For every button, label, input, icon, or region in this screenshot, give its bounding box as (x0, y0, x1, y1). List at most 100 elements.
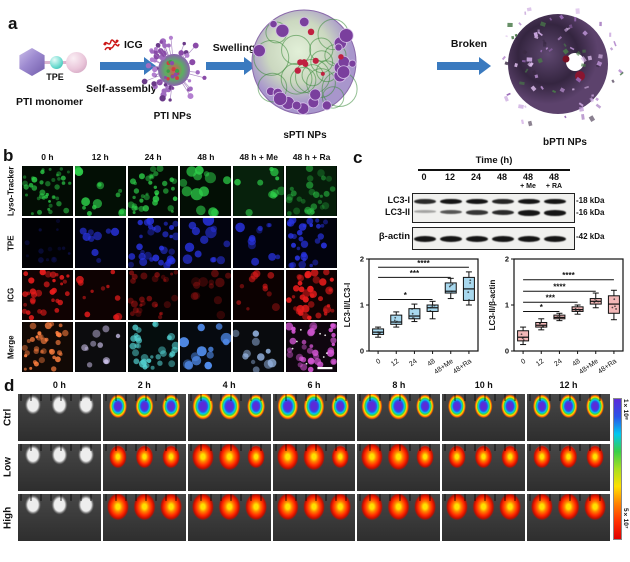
micrograph-image (75, 218, 126, 268)
icg-label: ICG (124, 39, 143, 51)
svg-text:0: 0 (360, 347, 364, 356)
panel-b-col-header-3: 48 h (197, 152, 215, 162)
lc3-ii-kda-label: -16 kDa (576, 208, 605, 217)
blot-lane-label-2: 24 (470, 172, 481, 182)
lc3-i-band-4 (518, 198, 540, 204)
micrograph-image (180, 218, 231, 268)
svg-text:0: 0 (375, 358, 382, 366)
micrograph-image (233, 322, 284, 372)
micrograph-merge-5 (286, 322, 337, 372)
micrograph-image (128, 322, 179, 372)
blot-title: Time (h) (475, 155, 513, 166)
panel-d-row-label-1: Low (2, 457, 14, 478)
lc3-i-band-1 (440, 198, 462, 204)
panel-d-row-label-0: Ctrl (2, 408, 14, 427)
micrograph-merge-4 (233, 322, 285, 372)
mouse-image-high-2 (187, 494, 271, 541)
cage-bars (359, 394, 439, 401)
micrograph-image (233, 270, 284, 320)
mouse-image-low-1 (102, 444, 186, 491)
lc3-blot-box (412, 193, 575, 223)
actin-band-3 (492, 235, 514, 242)
micrograph-lysotracker-4 (233, 166, 285, 216)
cage-bars (274, 394, 354, 401)
lc3-ii-band-0 (414, 210, 436, 213)
micrograph-image (286, 218, 337, 268)
panel-b-col-header-4: 48 h + Me (239, 152, 278, 162)
micrograph-tpe-3 (180, 218, 232, 268)
micrograph-icg-0 (22, 270, 73, 320)
cage-bars (274, 444, 354, 451)
cage-bars (104, 494, 184, 501)
micrograph-image (127, 218, 179, 268)
bpti-nps-graphic (501, 7, 624, 127)
cage-bars (359, 444, 439, 451)
cage-bars (529, 444, 608, 451)
cage-bars (189, 494, 269, 501)
micrograph-tpe-1 (74, 218, 126, 268)
panel-d-row-labels: Ctrl Low High (0, 394, 16, 541)
micrograph-image (75, 322, 126, 372)
blot-lane-label-4: 48 (522, 172, 533, 182)
lc3-ii-band-label: LC3-II (384, 207, 410, 217)
micrograph-lysotracker-2 (127, 166, 179, 216)
lc3-i-band-label: LC3-I (387, 195, 411, 205)
svg-text:1: 1 (360, 301, 364, 310)
tpe-label: TPE (46, 72, 64, 82)
mouse-image-ctrl-2 (187, 394, 271, 441)
svg-text:LC3-II/LC3-I: LC3-II/LC3-I (343, 283, 352, 327)
micrograph-image (22, 322, 73, 372)
panel-b-col-header-1: 12 h (91, 152, 109, 162)
micrograph-tpe-4 (233, 218, 285, 268)
svg-text:12: 12 (390, 358, 400, 368)
mouse-image-high-0 (18, 494, 101, 541)
svg-text:****: **** (553, 283, 566, 292)
mouse-image-low-2 (187, 444, 271, 491)
radiance-colorbar (613, 398, 622, 540)
svg-text:48+Ra: 48+Ra (597, 358, 618, 376)
actin-band-1 (440, 235, 462, 242)
micrograph-image (286, 270, 337, 320)
panel-d-col-header-0: 0 h (52, 380, 66, 390)
svg-text:48: 48 (426, 358, 436, 368)
panel-b-row-labels: Lyso-Tracker TPE ICG Merge (2, 166, 20, 372)
micrograph-merge-1 (74, 322, 126, 372)
panel-b-image-grid (22, 166, 337, 372)
mouse-image-ctrl-1 (102, 394, 186, 441)
pti-monomer-label: PTI monomer (16, 96, 84, 108)
mouse-image-ctrl-3 (272, 394, 356, 441)
svg-text:48: 48 (571, 358, 581, 368)
micrograph-image (233, 166, 285, 216)
lc3-ii-band-4 (518, 210, 540, 216)
micrograph-image (75, 270, 126, 320)
actin-band-4 (518, 235, 540, 242)
actin-band-0 (414, 235, 436, 242)
swelling-arrow (206, 57, 256, 75)
actin-band-2 (466, 235, 488, 242)
micrograph-image (127, 270, 178, 320)
micrograph-tpe-5 (286, 218, 337, 268)
svg-text:0: 0 (505, 347, 509, 356)
cage-bars (529, 394, 608, 401)
cage-bars (20, 394, 99, 401)
lc3-ii-band-1 (440, 210, 462, 214)
panel-b-col-header-0: 0 h (41, 152, 54, 162)
panel-a-label: a (8, 14, 18, 33)
blot-lane-sublabel-4: + Me (520, 183, 536, 190)
panel-d-row-label-2: High (2, 506, 14, 529)
blot-lane-label-1: 12 (444, 172, 455, 182)
cage-bars (274, 494, 354, 501)
tpe-sphere-shape (50, 56, 63, 69)
svg-text:48+Ra: 48+Ra (452, 358, 473, 376)
lc3-i-band-0 (414, 198, 436, 204)
micrograph-image (180, 322, 232, 372)
blot-lane-label-5: 48 (548, 172, 559, 182)
panel-d-col-header-2: 4 h (222, 380, 236, 390)
lc3-ii-band-3 (492, 210, 514, 215)
mouse-image-high-6 (527, 494, 610, 541)
svg-text:12: 12 (535, 358, 545, 368)
svg-text:*: * (404, 291, 408, 300)
panel-b-row-label-2: ICG (6, 287, 16, 303)
